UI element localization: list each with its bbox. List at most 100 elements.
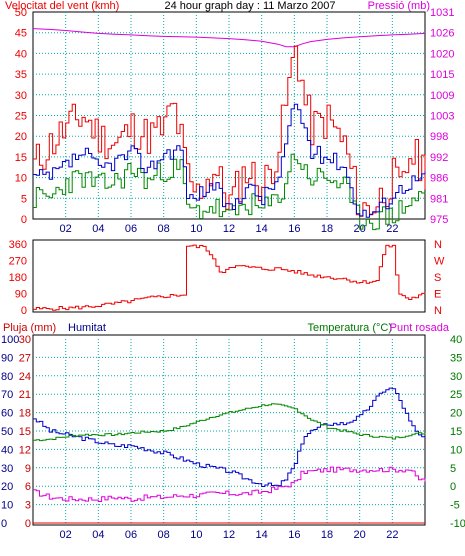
temperature-x-tick-label: 18 [321, 529, 333, 541]
rain-tick-label: 9 [25, 463, 31, 475]
temperature-axis-label: Temperatura (°C) [308, 322, 392, 334]
temperature-x-tick-label: 16 [288, 529, 300, 541]
rain-tick-label: 30 [19, 334, 31, 346]
pressure-tick-label: 1009 [430, 90, 454, 102]
pressure-tick-label: 986 [430, 173, 448, 185]
humidity-tick-label: 100 [1, 334, 19, 346]
wind-x-tick-label: 22 [386, 223, 398, 235]
temperature-tick-label: 25 [450, 389, 462, 401]
rain-tick-label: 24 [19, 371, 31, 383]
humidity-tick-label: 30 [1, 463, 13, 475]
wind-tick-label: 40 [15, 48, 27, 60]
temperature-tick-label: 30 [450, 371, 462, 383]
rain-axis-label: Pluja (mm) [3, 322, 56, 334]
humidity-tick-label: 80 [1, 371, 13, 383]
direction-compass-label: N [434, 305, 442, 317]
humidity-tick-label: 0 [1, 518, 7, 530]
humidity-line [33, 387, 426, 487]
direction-tick-label: 180 [9, 272, 27, 284]
wind-tick-label: 50 [15, 7, 27, 19]
temperature-tick-label: -10 [450, 518, 465, 530]
temperature-x-tick-label: 12 [223, 529, 235, 541]
humidity-tick-label: 10 [1, 500, 13, 512]
rain-tick-label: 15 [19, 426, 31, 438]
temperature-x-tick-label: 08 [158, 529, 170, 541]
temperature-tick-label: 15 [450, 426, 462, 438]
wind-x-tick-label: 04 [92, 223, 104, 235]
humidity-tick-label: 20 [1, 481, 13, 493]
min-wind-line [33, 153, 426, 231]
wind-x-tick-label: 12 [223, 223, 235, 235]
wind-tick-label: 20 [15, 131, 27, 143]
humidity-tick-label: 90 [1, 352, 13, 364]
pressure-tick-label: 1003 [430, 111, 454, 123]
temperature-tick-label: 0 [450, 481, 456, 493]
wind-tick-label: 5 [21, 193, 27, 205]
temperature-x-tick-label: 14 [256, 529, 268, 541]
temperature-x-tick-label: 06 [125, 529, 137, 541]
direction-compass-label: S [434, 272, 441, 284]
pressure-line [32, 28, 426, 48]
direction-panel-frame [32, 239, 426, 313]
dewpoint-axis-label: Punt rosada [390, 322, 450, 334]
direction-compass-label: N [434, 239, 442, 251]
rain-tick-label: 6 [25, 481, 31, 493]
humidity-tick-label: 40 [1, 444, 13, 456]
humidity-tick-label: 70 [1, 389, 13, 401]
rain-tick-label: 27 [19, 352, 31, 364]
wind-axis-label: Velocitat del vent (kmh) [5, 0, 119, 12]
temperature-x-tick-label: 20 [354, 529, 366, 541]
wind-tick-label: 15 [15, 152, 27, 164]
rain-tick-label: 0 [25, 518, 31, 530]
wind-tick-label: 30 [15, 90, 27, 102]
pressure-tick-label: 1020 [430, 48, 454, 60]
pressure-tick-label: 1026 [430, 28, 454, 40]
wind-tick-label: 0 [21, 214, 27, 226]
pressure-tick-label: 975 [430, 214, 448, 226]
temperature-tick-label: -5 [450, 500, 460, 512]
wind-x-tick-label: 14 [256, 223, 268, 235]
temperature-tick-label: 20 [450, 408, 462, 420]
humidity-axis-label: Humitat [68, 322, 106, 334]
direction-tick-label: 0 [21, 305, 27, 317]
pressure-tick-label: 1031 [430, 7, 454, 19]
wind-x-tick-label: 06 [125, 223, 137, 235]
pressure-axis-label: Pressió (mb) [368, 0, 430, 12]
wind-tick-label: 10 [15, 173, 27, 185]
humidity-tick-label: 50 [1, 426, 13, 438]
pressure-tick-label: 1015 [430, 69, 454, 81]
dewpoint-line [33, 466, 426, 502]
wind-x-tick-label: 10 [190, 223, 202, 235]
rain-tick-label: 3 [25, 500, 31, 512]
wind-x-tick-label: 16 [288, 223, 300, 235]
temperature-x-tick-label: 22 [386, 529, 398, 541]
direction-tick-label: 360 [9, 239, 27, 251]
pressure-tick-label: 992 [430, 152, 448, 164]
humidity-tick-label: 60 [1, 408, 13, 420]
temperature-tick-label: 40 [450, 334, 462, 346]
temperature-tick-label: 35 [450, 352, 462, 364]
temperature-x-tick-label: 10 [190, 529, 202, 541]
wind-tick-label: 45 [15, 28, 27, 40]
pressure-tick-label: 981 [430, 193, 448, 205]
graph-title: 24 hour graph day : 11 Marzo 2007 [164, 0, 335, 12]
direction-tick-label: 270 [9, 256, 27, 268]
direction-compass-label: W [434, 256, 445, 268]
pressure-tick-label: 998 [430, 131, 448, 143]
rain-tick-label: 21 [19, 389, 31, 401]
wind-speed-line [33, 103, 426, 218]
wind-tick-label: 25 [15, 111, 27, 123]
temperature-x-tick-label: 04 [92, 529, 104, 541]
wind-x-tick-label: 18 [321, 223, 333, 235]
temperature-x-tick-label: 02 [60, 529, 72, 541]
direction-tick-label: 90 [15, 289, 27, 301]
temperature-tick-label: 10 [450, 444, 462, 456]
direction-compass-label: E [434, 289, 441, 301]
wind-x-tick-label: 08 [158, 223, 170, 235]
rain-tick-label: 12 [19, 444, 31, 456]
rain-tick-label: 18 [19, 408, 31, 420]
wind-x-tick-label: 02 [60, 223, 72, 235]
wind-direction-line [33, 244, 426, 311]
